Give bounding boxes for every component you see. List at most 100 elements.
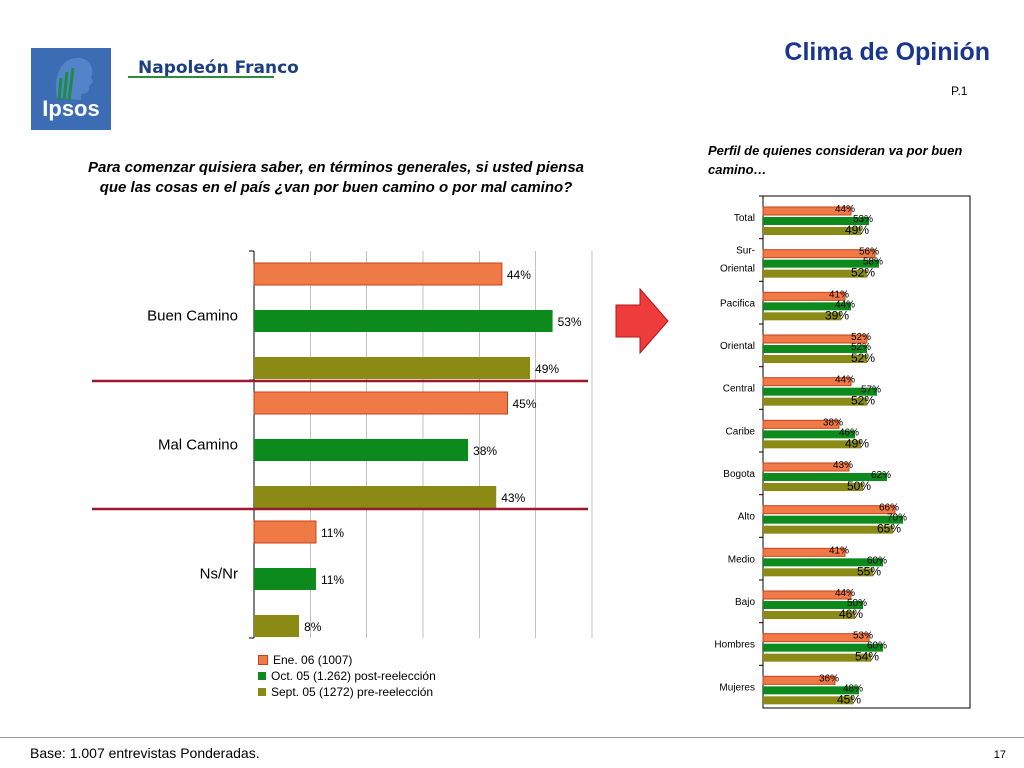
category-label: Sur- (736, 246, 755, 257)
brand-name: Napoleón Franco (138, 58, 299, 78)
bar-sept (763, 440, 861, 449)
bar-oct (763, 643, 883, 652)
data-label: 58% (863, 257, 883, 268)
arrow-icon (615, 287, 669, 355)
bar-ene (762, 675, 836, 685)
category-label: Alto (738, 512, 756, 523)
data-label: 44% (835, 588, 855, 599)
data-label: 55% (857, 564, 881, 578)
data-label: 11% (321, 573, 344, 587)
bar-oct (763, 217, 869, 225)
bar-sept (763, 355, 867, 363)
bar-oct (763, 345, 867, 353)
bar-ene (762, 249, 876, 259)
bar-oct (763, 302, 851, 311)
data-label: 39% (825, 308, 849, 322)
legend-item-oct: Oct. 05 (1.262) post-reelección (258, 668, 436, 684)
bar-ene (762, 206, 852, 216)
data-label: 66% (879, 503, 899, 514)
data-label: 45% (837, 692, 861, 706)
legend-label: Ene. 06 (1007) (273, 653, 353, 667)
footer-divider (0, 737, 1024, 738)
data-label: 46% (839, 607, 863, 621)
bar-ene (253, 520, 317, 544)
data-label: 44% (835, 375, 855, 386)
data-label: 44% (507, 268, 531, 282)
legend-item-sept: Sept. 05 (1272) pre-reelección (258, 684, 436, 700)
data-label: 52% (851, 332, 871, 343)
bar-oct (763, 558, 883, 567)
bar-sept (254, 486, 497, 508)
data-label: 50% (847, 479, 871, 493)
category-label: Medio (728, 554, 756, 565)
data-label: 45% (513, 397, 537, 411)
data-label: 53% (853, 214, 873, 225)
bar-ene (762, 334, 868, 344)
data-label: 49% (845, 436, 869, 450)
bar-sept (763, 312, 841, 321)
data-label: 60% (867, 555, 887, 566)
category-label: Mal Camino (158, 437, 238, 454)
page-title: Clima de Opinión (784, 38, 990, 66)
page-number: 17 (993, 749, 1006, 761)
data-label: 46% (839, 427, 859, 438)
data-label: 50% (847, 598, 867, 609)
bar-ene (762, 590, 852, 600)
data-label: 48% (843, 683, 863, 694)
data-label: 11% (321, 526, 344, 540)
category-label: Oriental (720, 341, 755, 352)
data-label: 41% (829, 289, 849, 300)
bar-ene (762, 505, 896, 515)
data-label: 52% (851, 351, 875, 365)
category-label: Oriental (720, 264, 755, 275)
bar-sept (763, 611, 855, 619)
bar-oct (763, 387, 877, 396)
bar-oct (254, 568, 316, 590)
category-label: Buen Camino (147, 308, 238, 325)
category-label: Hombres (714, 640, 755, 651)
legend: Ene. 06 (1007) Oct. 05 (1.262) post-reel… (258, 652, 436, 700)
profile-bar-chart: Total44%53%49%Sur-Oriental56%58%52%Pacif… (714, 195, 971, 709)
data-label: 54% (855, 650, 879, 664)
data-label: 44% (835, 299, 855, 310)
category-label: Pacifica (720, 298, 755, 309)
data-label: 8% (304, 620, 322, 634)
data-label: 43% (501, 491, 525, 505)
category-label: Caribe (726, 426, 756, 437)
bar-ene (253, 262, 503, 286)
bar-ene (762, 547, 846, 557)
data-label: 70% (887, 513, 907, 524)
bar-oct (763, 430, 855, 439)
bar-oct (763, 473, 887, 481)
legend-swatch (258, 655, 268, 665)
data-label: 60% (867, 641, 887, 652)
perfil-title: Perfil de quienes consideran va por buen… (708, 143, 963, 177)
data-label: 57% (861, 385, 881, 396)
bar-oct (763, 686, 859, 695)
bar-oct (254, 439, 469, 461)
data-label: 49% (845, 223, 869, 237)
category-label: Mujeres (719, 682, 755, 693)
legend-label: Oct. 05 (1.262) post-reelección (271, 669, 436, 683)
data-label: 65% (877, 522, 901, 536)
category-label: Central (723, 384, 755, 395)
bar-sept (254, 615, 300, 637)
data-label: 44% (835, 204, 855, 215)
bar-sept (763, 397, 867, 406)
bar-sept (763, 227, 861, 235)
data-label: 53% (853, 631, 873, 642)
logo-text: Ipsos (42, 96, 100, 121)
data-label: 38% (823, 417, 843, 428)
bar-sept (763, 269, 867, 278)
bar-ene (762, 419, 840, 429)
category-label: Ns/Nr (200, 566, 238, 583)
data-label: 52% (851, 266, 875, 280)
page-code: P.1 (951, 84, 968, 98)
legend-item-ene: Ene. 06 (1007) (258, 652, 436, 668)
category-label: Bogota (723, 469, 755, 480)
head-silhouette-icon (55, 57, 93, 101)
category-label: Bajo (735, 597, 755, 608)
bar-sept (763, 653, 871, 662)
bar-ene (253, 391, 508, 415)
data-label: 52% (851, 342, 871, 353)
